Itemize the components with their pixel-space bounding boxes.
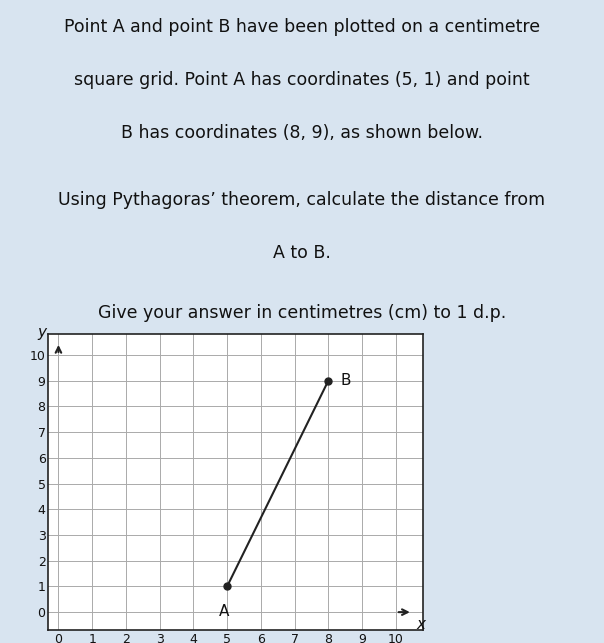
Text: Point A and point B have been plotted on a centimetre: Point A and point B have been plotted on… xyxy=(64,17,540,35)
Text: B has coordinates (8, 9), as shown below.: B has coordinates (8, 9), as shown below… xyxy=(121,123,483,141)
Text: x: x xyxy=(416,617,425,633)
Text: Give your answer in centimetres (cm) to 1 d.p.: Give your answer in centimetres (cm) to … xyxy=(98,304,506,322)
Text: A to B.: A to B. xyxy=(273,244,331,262)
Text: square grid. Point A has coordinates (5, 1) and point: square grid. Point A has coordinates (5,… xyxy=(74,71,530,89)
Text: B: B xyxy=(340,373,351,388)
Text: Using Pythagoras’ theorem, calculate the distance from: Using Pythagoras’ theorem, calculate the… xyxy=(59,191,545,209)
Text: A: A xyxy=(219,604,229,619)
Text: y: y xyxy=(37,325,46,340)
